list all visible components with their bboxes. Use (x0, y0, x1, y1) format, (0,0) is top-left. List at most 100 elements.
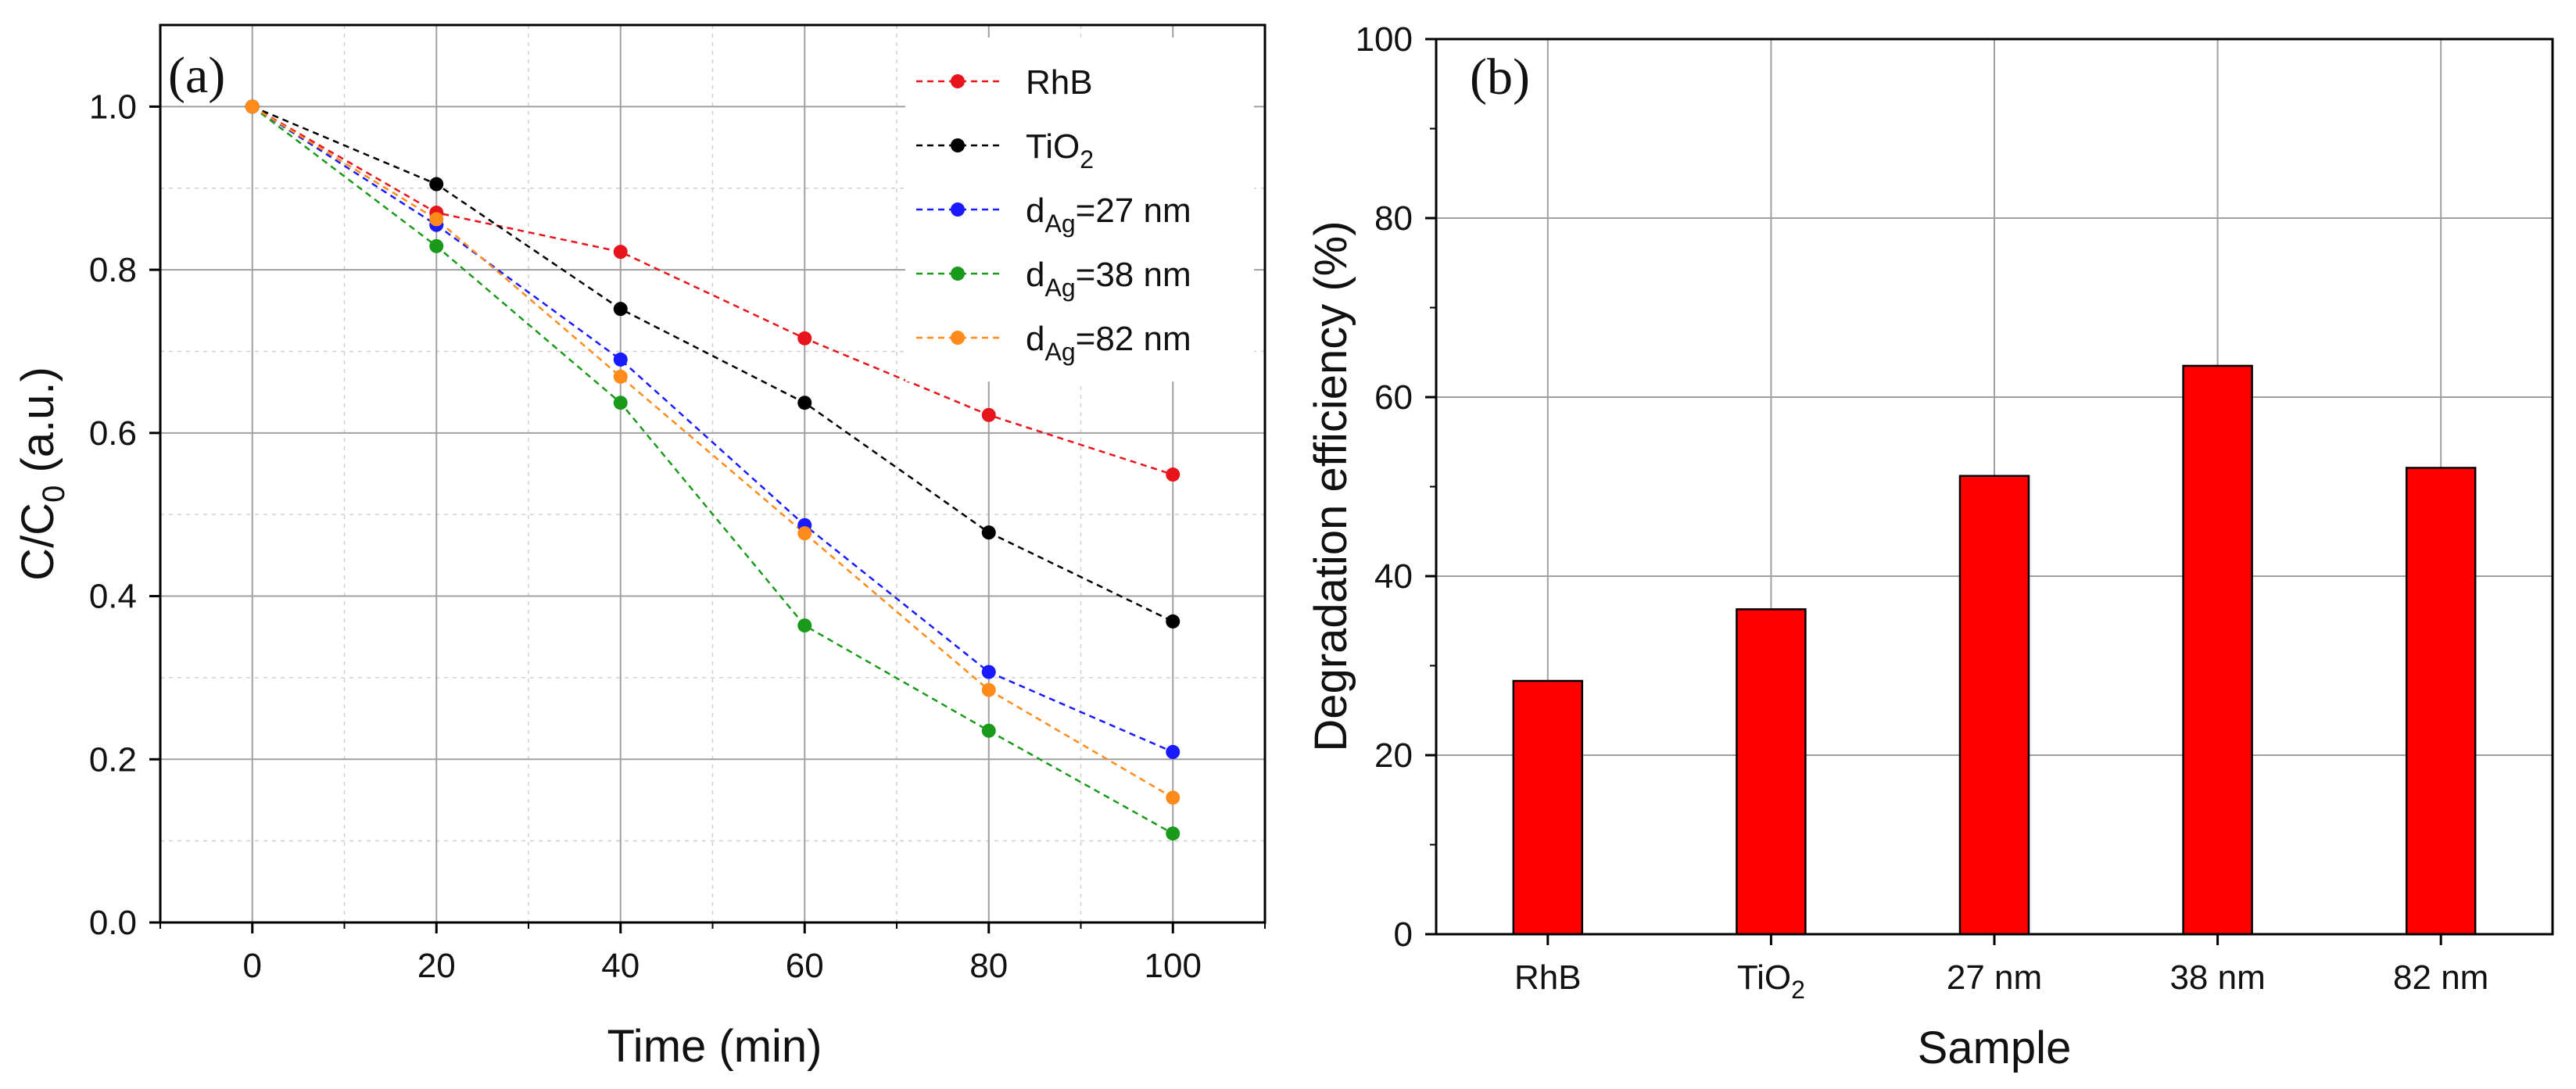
panel-b-y-tick-label: 60 (1374, 378, 1413, 417)
panel-b-x-tick-label: 82 nm (2393, 958, 2488, 997)
data-point (1166, 467, 1181, 482)
data-point (1166, 614, 1181, 629)
legend-label-suffix: =27 nm (1076, 192, 1191, 230)
panel-a-y-axis-title-sub: 0 (37, 485, 71, 503)
panel-a-x-tick-label: 60 (786, 947, 824, 985)
legend-label-suffix: =38 nm (1076, 256, 1191, 294)
legend-label: RhB (1026, 63, 1093, 102)
series-line (252, 106, 1173, 799)
data-point (981, 665, 996, 679)
panel-b-x-tick-label: TiO2 (1737, 958, 1805, 1004)
panel-b-y-tick-label: 100 (1356, 20, 1413, 59)
bar (2182, 364, 2253, 936)
panel-a-x-tick-label: 100 (1145, 947, 1202, 985)
panel-a-x-tick-label: 0 (243, 947, 262, 985)
legend-label-main: TiO (1026, 127, 1080, 166)
panel-b-bars (1512, 364, 2477, 936)
data-point (797, 331, 812, 346)
panel-b-x-tick-label: RhB (1514, 958, 1582, 997)
panel-a-y-axis-title-main: C/C (13, 503, 63, 581)
panel-b-y-axis-title: Degradation efficiency (%) (1306, 220, 1356, 751)
panel-b-y-tick-label: 0 (1394, 915, 1413, 954)
panel-a-y-tick-label: 0.4 (89, 578, 137, 616)
data-point (613, 369, 628, 384)
panel-a-x-tick-label: 20 (417, 947, 456, 985)
legend-label-sub: Ag (1044, 274, 1075, 302)
bar (1958, 475, 2030, 936)
data-point (1166, 790, 1181, 805)
data-point (981, 682, 996, 697)
panel-a-y-tick-label: 0.8 (89, 251, 137, 289)
panel-a-series-lines (251, 106, 1173, 835)
panel-b-x-tick-label: 38 nm (2169, 958, 2265, 997)
data-point (429, 212, 444, 227)
legend-label-main: RhB (1026, 63, 1093, 102)
panel-a-y-tick-label: 0.2 (89, 740, 137, 779)
legend-label: TiO2 (1026, 127, 1094, 174)
bar (2405, 467, 2477, 936)
panel-a-y-axis-title: C/C0 (a.u.) (13, 367, 71, 581)
panel-b-x-tick-label-sub: 2 (1791, 976, 1805, 1004)
panel-a-label: (a) (168, 47, 225, 104)
data-point (1166, 826, 1181, 841)
panel-b-x-tick-label-main: 38 nm (2169, 958, 2265, 997)
data-point (1166, 744, 1181, 759)
data-point (245, 99, 260, 114)
series-line (252, 106, 1173, 623)
panel-b-x-axis-title: Sample (1918, 1023, 2072, 1073)
bar (1512, 679, 1584, 936)
legend-marker (951, 267, 965, 281)
legend-label: dAg=38 nm (1026, 256, 1191, 302)
panel-b-label: (b) (1470, 48, 1530, 106)
panel-a-y-tick-label: 1.0 (89, 88, 137, 126)
panel-a-data-points (245, 99, 1181, 841)
data-point (797, 526, 812, 541)
panel-b-y-tick-label: 40 (1374, 557, 1413, 596)
legend-label: dAg=82 nm (1026, 320, 1191, 366)
panel-b-x-tick-label-main: 27 nm (1947, 958, 2042, 997)
panel-a-x-tick-label: 40 (601, 947, 640, 985)
panel-b-bar-chart: 0 20 40 60 80 100 RhB TiO2 27 nm 38 nm 82 nm (b) S… (1306, 20, 2554, 1073)
data-point (429, 177, 444, 192)
bar (1736, 608, 1807, 936)
data-point (981, 525, 996, 540)
legend-marker (951, 74, 965, 88)
legend-label: dAg=27 nm (1026, 192, 1191, 238)
series-line (252, 106, 1173, 754)
panel-a-y-tick-label: 0.6 (89, 414, 137, 453)
series-line (251, 106, 1173, 835)
data-point (797, 618, 812, 633)
legend-label-main: d (1026, 320, 1044, 358)
legend-label-suffix: =82 nm (1076, 320, 1191, 358)
legend-marker (951, 331, 965, 345)
legend-label-sub: Ag (1044, 210, 1075, 238)
legend-label-main: d (1026, 192, 1044, 230)
series-line (252, 106, 1173, 476)
data-point (429, 238, 444, 253)
panel-a-y-axis-title-suffix: (a.u.) (13, 367, 63, 485)
panel-b-y-tick-label: 80 (1374, 199, 1413, 238)
data-point (613, 302, 628, 317)
panel-b-ticks: 0 20 40 60 80 100 RhB TiO2 27 nm 38 nm 82 nm (1356, 20, 2489, 1004)
data-point (613, 396, 628, 410)
legend-label-main: d (1026, 256, 1044, 294)
panel-a-y-tick-label: 0.0 (89, 904, 137, 942)
legend-label-sub: 2 (1080, 145, 1094, 174)
panel-a-x-axis-title: Time (min) (607, 1021, 822, 1072)
legend-label-sub: Ag (1044, 338, 1075, 366)
panel-b-x-tick-label-main: RhB (1514, 958, 1582, 997)
legend-marker (951, 202, 965, 217)
panel-a-x-tick-label: 80 (969, 947, 1008, 985)
data-point (613, 352, 628, 367)
data-point (981, 407, 996, 422)
data-point (613, 245, 628, 260)
legend-marker (951, 138, 965, 152)
panel-b-y-tick-label: 20 (1374, 736, 1413, 775)
data-point (981, 723, 996, 738)
panel-b-x-tick-label: 27 nm (1947, 958, 2042, 997)
data-point (797, 396, 812, 410)
panel-b-x-tick-label-main: TiO (1737, 958, 1791, 997)
